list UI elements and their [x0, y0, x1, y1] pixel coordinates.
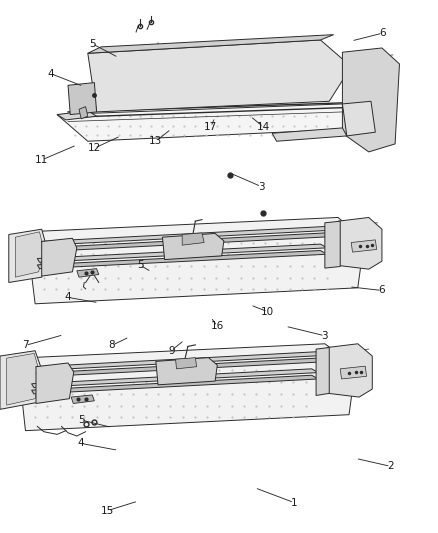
Polygon shape — [342, 48, 399, 152]
Polygon shape — [315, 348, 328, 395]
Polygon shape — [71, 395, 94, 403]
Polygon shape — [0, 351, 44, 409]
Polygon shape — [337, 217, 381, 269]
Polygon shape — [272, 128, 346, 141]
Text: 2: 2 — [386, 462, 393, 471]
Polygon shape — [339, 366, 366, 379]
Polygon shape — [15, 232, 44, 277]
Polygon shape — [36, 363, 74, 403]
Text: 6: 6 — [378, 286, 385, 295]
Polygon shape — [37, 244, 326, 262]
Polygon shape — [42, 238, 77, 276]
Text: 5: 5 — [78, 415, 85, 425]
Polygon shape — [57, 104, 372, 141]
Text: 5: 5 — [137, 261, 144, 270]
Polygon shape — [7, 353, 40, 405]
Polygon shape — [162, 233, 223, 260]
Text: 11: 11 — [35, 155, 48, 165]
Polygon shape — [77, 269, 99, 277]
Text: 6: 6 — [378, 28, 385, 38]
Polygon shape — [68, 83, 96, 115]
Polygon shape — [175, 358, 196, 369]
Polygon shape — [32, 369, 318, 387]
Text: 17: 17 — [204, 122, 217, 132]
Polygon shape — [155, 358, 217, 385]
Text: 16: 16 — [210, 321, 223, 331]
Polygon shape — [9, 229, 48, 282]
Polygon shape — [57, 111, 96, 120]
Text: 8: 8 — [108, 341, 115, 350]
Polygon shape — [42, 227, 331, 245]
Text: 3: 3 — [257, 182, 264, 191]
Text: 4: 4 — [47, 69, 54, 78]
Polygon shape — [79, 107, 88, 119]
Text: 10: 10 — [261, 307, 274, 317]
Polygon shape — [88, 35, 333, 53]
Polygon shape — [36, 358, 322, 377]
Text: 3: 3 — [321, 331, 328, 341]
Text: 15: 15 — [101, 506, 114, 515]
Polygon shape — [342, 101, 374, 136]
Text: 1: 1 — [290, 498, 297, 507]
Polygon shape — [324, 221, 339, 268]
Polygon shape — [182, 233, 204, 245]
Polygon shape — [26, 217, 364, 304]
Polygon shape — [18, 344, 355, 431]
Text: 5: 5 — [88, 39, 95, 49]
Polygon shape — [42, 233, 331, 252]
Text: 12: 12 — [88, 143, 101, 153]
Polygon shape — [350, 240, 376, 252]
Text: 7: 7 — [22, 341, 29, 350]
Polygon shape — [36, 352, 322, 370]
Text: 4: 4 — [78, 439, 85, 448]
Polygon shape — [32, 375, 318, 394]
Polygon shape — [326, 344, 371, 397]
Text: 14: 14 — [256, 122, 269, 132]
Text: 4: 4 — [64, 293, 71, 302]
Polygon shape — [37, 251, 326, 269]
Text: 13: 13 — [149, 136, 162, 146]
Polygon shape — [88, 40, 350, 112]
Text: 9: 9 — [167, 346, 174, 356]
